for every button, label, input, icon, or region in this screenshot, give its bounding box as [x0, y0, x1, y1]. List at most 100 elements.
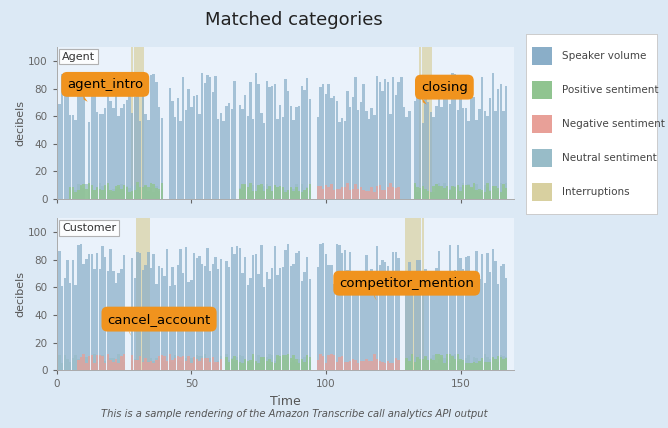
Bar: [349, 107, 351, 199]
Bar: [478, 109, 480, 199]
Bar: [494, 359, 497, 370]
Bar: [327, 187, 330, 199]
Bar: [74, 192, 77, 199]
Bar: [174, 117, 176, 199]
Bar: [163, 361, 166, 370]
Bar: [309, 279, 311, 370]
Bar: [411, 218, 413, 370]
Bar: [303, 362, 306, 370]
Bar: [505, 278, 508, 370]
Bar: [158, 360, 160, 370]
Bar: [277, 275, 279, 370]
Bar: [309, 99, 311, 199]
Bar: [392, 252, 394, 370]
Bar: [484, 111, 486, 199]
Bar: [201, 74, 203, 199]
Bar: [392, 187, 394, 199]
Bar: [317, 186, 319, 199]
Bar: [430, 112, 432, 199]
Bar: [82, 265, 85, 370]
Bar: [419, 260, 422, 370]
Bar: [343, 363, 346, 370]
Bar: [446, 186, 448, 199]
Bar: [94, 80, 96, 199]
Bar: [102, 114, 104, 199]
Bar: [252, 184, 255, 199]
Bar: [66, 359, 69, 370]
Bar: [120, 357, 123, 370]
Bar: [309, 184, 311, 199]
Bar: [381, 260, 383, 370]
Bar: [422, 360, 424, 370]
Bar: [139, 187, 142, 199]
Bar: [241, 190, 244, 199]
Bar: [171, 268, 174, 370]
Bar: [476, 363, 478, 370]
Bar: [86, 189, 88, 199]
Bar: [371, 187, 373, 199]
Bar: [238, 188, 241, 199]
Bar: [494, 262, 497, 370]
Bar: [279, 105, 281, 199]
Bar: [287, 244, 289, 370]
Bar: [168, 362, 171, 370]
Bar: [468, 184, 470, 199]
Bar: [368, 283, 370, 370]
Bar: [96, 112, 98, 199]
Bar: [91, 185, 93, 199]
Bar: [142, 47, 144, 199]
Bar: [241, 109, 244, 199]
Bar: [427, 360, 430, 370]
Bar: [363, 84, 365, 199]
Bar: [131, 187, 134, 199]
Bar: [128, 192, 131, 199]
Bar: [252, 191, 255, 199]
Bar: [448, 245, 451, 370]
Bar: [88, 253, 90, 370]
Bar: [478, 279, 480, 370]
Bar: [112, 189, 114, 199]
Bar: [88, 356, 90, 370]
Bar: [440, 186, 443, 199]
Bar: [88, 122, 90, 199]
Bar: [152, 74, 155, 199]
Bar: [94, 269, 96, 370]
Bar: [271, 191, 273, 199]
Bar: [532, 149, 552, 167]
Bar: [212, 357, 214, 370]
Bar: [457, 361, 459, 370]
Bar: [492, 186, 494, 199]
Bar: [389, 363, 391, 370]
Bar: [416, 187, 419, 199]
Bar: [196, 258, 198, 370]
Bar: [387, 187, 389, 199]
Bar: [481, 358, 483, 370]
Bar: [217, 362, 220, 370]
Bar: [465, 257, 467, 370]
Bar: [473, 357, 475, 370]
Bar: [440, 107, 443, 199]
Bar: [327, 265, 330, 370]
Bar: [282, 187, 284, 199]
Bar: [99, 356, 101, 370]
Bar: [376, 75, 378, 199]
Bar: [502, 111, 505, 199]
Bar: [470, 278, 472, 370]
Bar: [190, 107, 192, 199]
Bar: [188, 282, 190, 370]
Bar: [79, 187, 82, 199]
Text: Speaker volume: Speaker volume: [562, 51, 646, 61]
Bar: [293, 264, 295, 370]
Bar: [376, 246, 378, 370]
Bar: [330, 265, 333, 370]
Bar: [104, 107, 106, 199]
Bar: [430, 192, 432, 199]
Bar: [411, 275, 413, 370]
Bar: [397, 360, 400, 370]
Bar: [188, 89, 190, 199]
Bar: [107, 355, 109, 370]
Bar: [500, 192, 502, 199]
Bar: [301, 359, 303, 370]
Bar: [265, 361, 268, 370]
Bar: [505, 357, 508, 370]
